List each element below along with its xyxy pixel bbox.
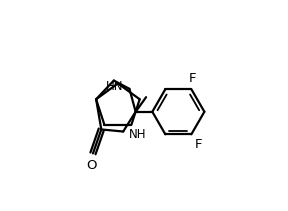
Text: F: F bbox=[189, 72, 196, 85]
Text: F: F bbox=[195, 138, 203, 151]
Text: O: O bbox=[87, 159, 97, 172]
Text: NH: NH bbox=[129, 127, 147, 141]
Text: HN: HN bbox=[106, 80, 124, 93]
